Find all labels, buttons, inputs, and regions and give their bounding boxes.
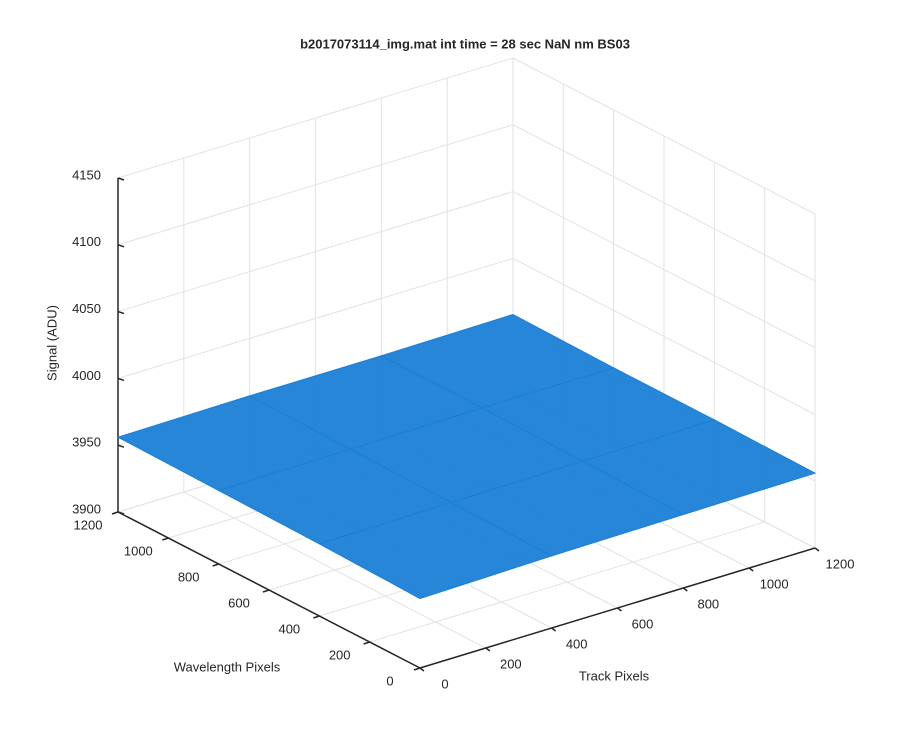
z-tick-label: 4000 bbox=[72, 368, 101, 383]
tick-mark bbox=[748, 567, 754, 572]
tick-mark bbox=[111, 511, 119, 515]
tick-mark bbox=[313, 615, 320, 619]
y-axis-label: Wavelength Pixels bbox=[174, 659, 281, 674]
surface-patch bbox=[318, 501, 553, 600]
tick-mark bbox=[117, 310, 125, 315]
grid-line bbox=[117, 124, 514, 246]
grid-line bbox=[512, 124, 816, 282]
grid-line bbox=[512, 191, 816, 349]
tick-mark bbox=[485, 647, 491, 652]
tick-mark bbox=[617, 607, 622, 612]
y-tick-label: 800 bbox=[178, 569, 200, 584]
tick-mark bbox=[117, 244, 125, 248]
tick-mark bbox=[117, 511, 125, 515]
x-axis-label: Track Pixels bbox=[579, 668, 650, 683]
tick-mark bbox=[117, 177, 125, 181]
tick-mark bbox=[117, 377, 125, 382]
tick-mark bbox=[413, 667, 421, 671]
y-tick-label: 1000 bbox=[124, 543, 153, 558]
x-tick-label: 200 bbox=[500, 656, 522, 671]
tick-mark bbox=[419, 667, 425, 672]
y-tick-label: 1200 bbox=[74, 517, 103, 532]
x-tick-label: 800 bbox=[697, 596, 719, 611]
z-tick-label: 4050 bbox=[72, 301, 101, 316]
tick-mark bbox=[814, 547, 820, 552]
tick-mark bbox=[682, 587, 688, 592]
grid-line bbox=[117, 191, 514, 313]
grid-line bbox=[512, 57, 816, 215]
tick-mark bbox=[363, 641, 370, 645]
z-axis-label: Signal (ADU) bbox=[44, 305, 59, 381]
y-tick-label: 200 bbox=[329, 647, 351, 662]
x-tick-label: 0 bbox=[441, 676, 448, 691]
z-tick-label: 3950 bbox=[72, 435, 101, 450]
tick-mark bbox=[117, 444, 125, 448]
grid-line bbox=[369, 521, 765, 643]
z-tick-label: 4150 bbox=[72, 167, 101, 182]
x-tick-label: 1000 bbox=[760, 576, 789, 591]
tick-mark bbox=[212, 563, 219, 567]
x-tick-label: 600 bbox=[632, 616, 654, 631]
y-tick-label: 0 bbox=[386, 673, 393, 688]
z-tick-label: 4100 bbox=[72, 234, 101, 249]
tick-mark bbox=[551, 627, 557, 632]
grid-line bbox=[117, 257, 514, 379]
z-tick-label: 3900 bbox=[72, 501, 101, 516]
tick-mark bbox=[162, 537, 169, 541]
y-tick-label: 400 bbox=[278, 621, 300, 636]
x-tick-label: 400 bbox=[566, 636, 588, 651]
y-tick-label: 600 bbox=[228, 595, 250, 610]
x-tick-label: 1200 bbox=[826, 556, 855, 571]
tick-mark bbox=[262, 589, 270, 593]
chart-title: b2017073114_img.mat int time = 28 sec Na… bbox=[300, 36, 630, 51]
grid-line bbox=[117, 57, 514, 179]
grid-line bbox=[512, 257, 816, 415]
